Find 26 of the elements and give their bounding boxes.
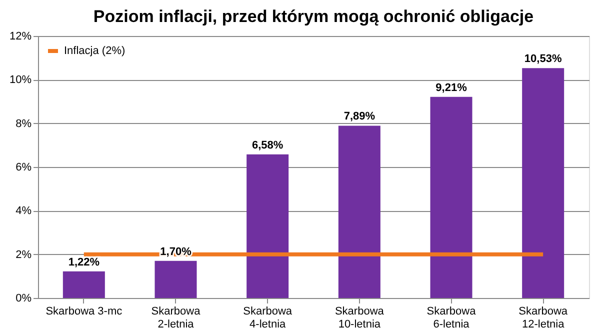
y-tick-label: 6% [16, 162, 32, 174]
y-tick-label: 0% [16, 292, 32, 304]
x-tick-label: Skarbowa 12-letnia [518, 306, 568, 330]
bar [154, 260, 197, 298]
y-tick-label: 8% [16, 118, 32, 130]
chart-title: Poziom inflacji, przed którym mogą ochronić obligacje [93, 7, 534, 26]
y-tick-label: 4% [16, 205, 32, 218]
data-label: 1,22% [68, 256, 100, 268]
y-tick-label: 2% [16, 248, 32, 261]
x-tick-label: Skarbowa 10-letnia [334, 306, 385, 330]
x-tick-label: Skarbowa 2-letnia [151, 306, 202, 330]
data-label: 9,21% [436, 82, 468, 94]
y-tick-label: 10% [9, 74, 32, 86]
legend-label: Inflacja (2%) [64, 45, 126, 57]
data-label: 7,89% [344, 110, 376, 123]
y-tick-label: 12% [9, 30, 32, 42]
data-label: 10,53% [524, 53, 562, 66]
bar [338, 126, 380, 298]
bar [62, 271, 105, 298]
bar [522, 68, 564, 298]
x-tick-label: Skarbowa 6-letnia [426, 306, 477, 330]
bar [246, 154, 289, 298]
x-tick-label: Skarbowa 3-mc [46, 306, 123, 318]
bar [430, 96, 472, 298]
data-label: 6,58% [252, 139, 284, 152]
x-tick-label: Skarbowa 4-letnia [243, 306, 293, 330]
